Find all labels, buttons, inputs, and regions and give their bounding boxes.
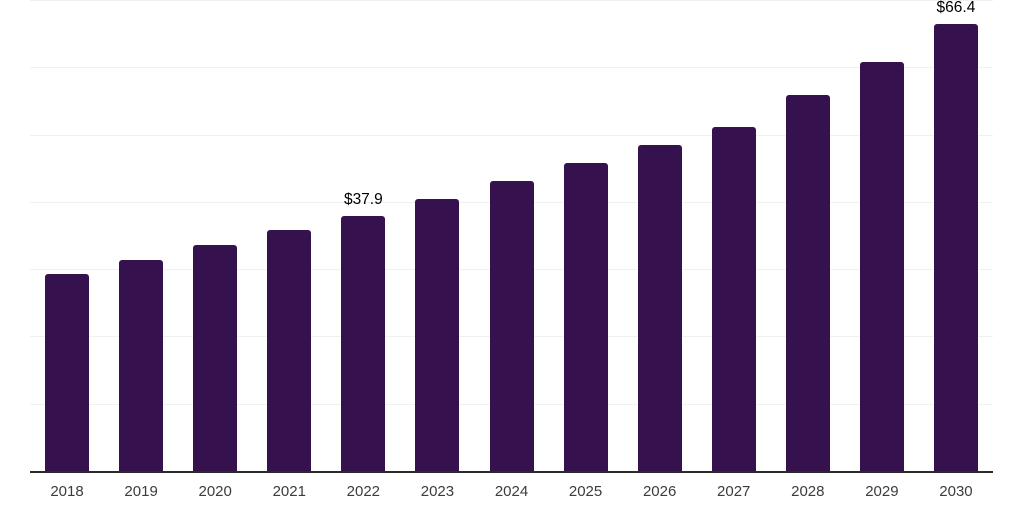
x-tick-2025: 2025: [568, 483, 603, 500]
bar-2021: [267, 230, 312, 471]
bar-2027: [711, 126, 756, 471]
gridline-70: [30, 0, 993, 1]
bar-2022: [341, 216, 386, 471]
data-label-2022: $37.9: [343, 191, 383, 208]
x-tick-2018: 2018: [50, 483, 84, 500]
x-tick-2023: 2023: [420, 483, 455, 500]
x-tick-2024: 2024: [494, 483, 529, 500]
x-tick-2029: 2029: [865, 483, 899, 500]
x-tick-2030: 2030: [939, 483, 973, 500]
plot-area: $37.9 $66.4: [30, 0, 993, 471]
gridline-50: [30, 134, 993, 136]
x-tick-2022: 2022: [346, 483, 381, 500]
x-tick-2019: 2019: [124, 483, 158, 500]
bar-2025: [563, 162, 608, 471]
gridline-60: [30, 67, 993, 69]
bar-2020: [193, 244, 238, 471]
bar-2026: [637, 144, 682, 471]
bar-2023: [415, 199, 460, 471]
x-tick-2028: 2028: [791, 483, 825, 500]
x-tick-2021: 2021: [272, 483, 306, 500]
x-tick-2026: 2026: [642, 483, 677, 500]
x-tick-2027: 2027: [717, 483, 751, 500]
x-axis-line: [30, 471, 993, 473]
bar-2024: [489, 181, 534, 471]
bar-2028: [785, 94, 830, 471]
bar-2018: [45, 273, 90, 471]
bar-2029: [859, 61, 904, 471]
bar-2019: [119, 259, 164, 471]
x-tick-2020: 2020: [198, 483, 232, 500]
data-label-2030: $66.4: [936, 0, 976, 17]
bar-2030: [933, 24, 978, 471]
